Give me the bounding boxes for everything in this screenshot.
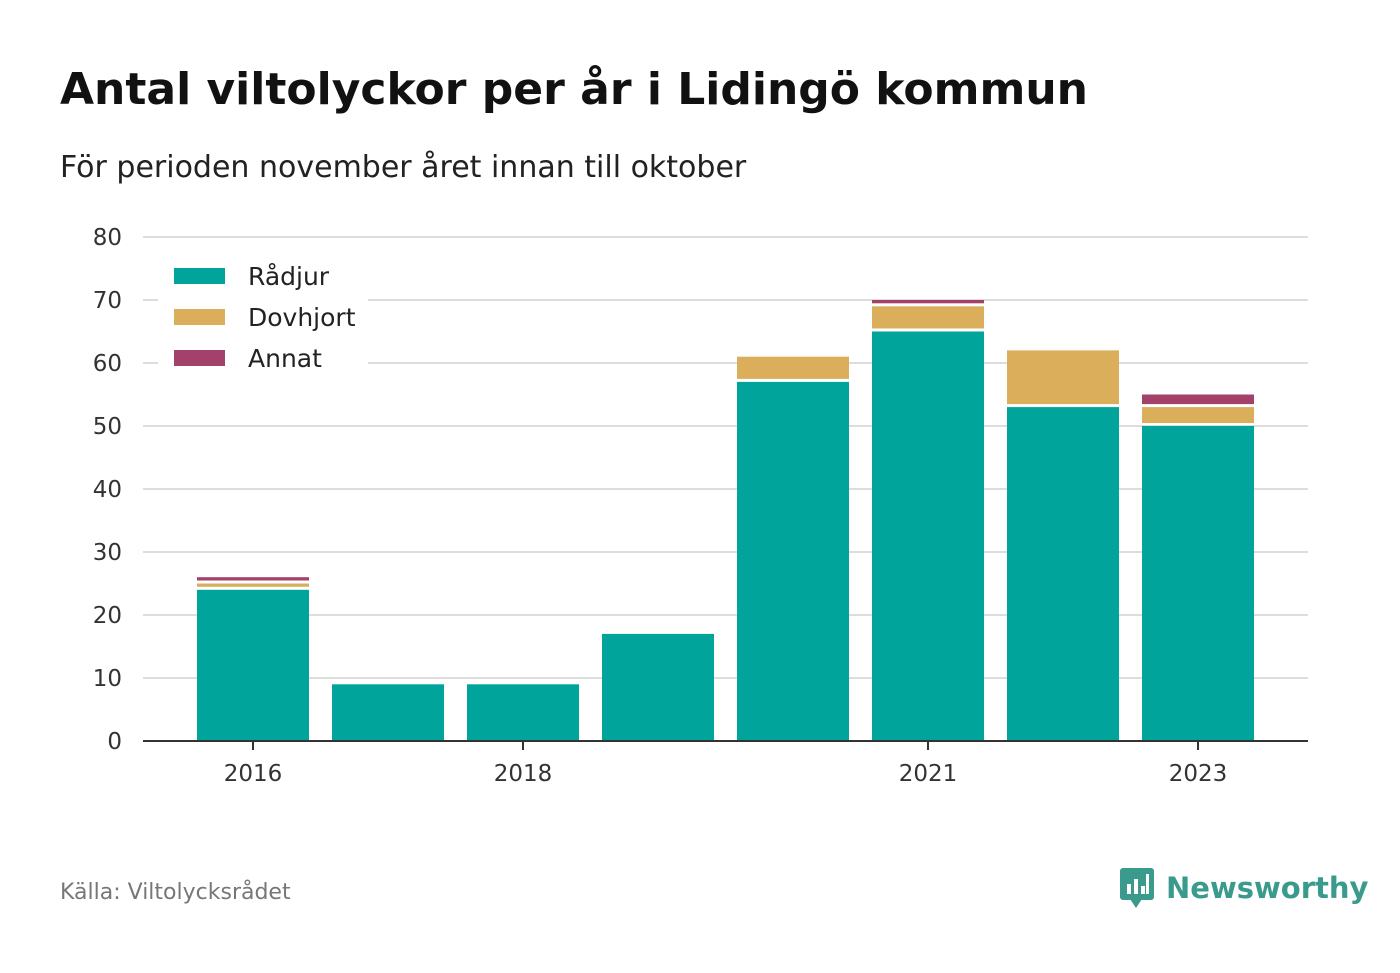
legend-swatch-annat xyxy=(174,350,225,366)
source-note: Källa: Viltolycksrådet xyxy=(60,880,291,905)
chart-title: Antal viltolyckor per år i Lidingö kommu… xyxy=(60,64,1088,115)
x-axis: 2016 2018 2021 2023 xyxy=(143,740,1308,787)
bar-2021-annat xyxy=(872,300,984,304)
bar-2020-dovhjort xyxy=(737,356,849,379)
x-tick-label: 2016 xyxy=(224,761,283,787)
y-tick-label: 10 xyxy=(93,666,122,692)
y-tick-label: 70 xyxy=(93,288,122,314)
bar-2017-rådjur xyxy=(332,684,444,741)
y-tick-label: 30 xyxy=(93,540,122,566)
y-tick-label: 60 xyxy=(93,351,122,377)
bar-2023-rådjur xyxy=(1142,426,1254,741)
legend-swatch-dovhjort xyxy=(174,309,225,325)
newsworthy-icon xyxy=(1120,868,1154,908)
bar-2019-rådjur xyxy=(602,633,714,741)
bar-2020-rådjur xyxy=(737,381,849,741)
bar-2023-dovhjort xyxy=(1142,407,1254,423)
bar-2022-dovhjort xyxy=(1007,350,1119,405)
bar-2016-rådjur xyxy=(197,589,309,741)
x-tick-label: 2018 xyxy=(494,761,553,787)
y-tick-label: 20 xyxy=(93,603,122,629)
legend-label-rådjur: Rådjur xyxy=(248,262,330,291)
y-tick-label: 80 xyxy=(93,225,122,251)
y-tick-label: 40 xyxy=(93,477,122,503)
bar-2022-rådjur xyxy=(1007,407,1119,741)
brand-name: Newsworthy xyxy=(1166,871,1369,905)
bar-2016-dovhjort xyxy=(197,583,309,587)
bar-2021-dovhjort xyxy=(872,306,984,329)
y-axis-ticks: 0 10 20 30 40 50 60 70 80 xyxy=(93,225,122,755)
y-tick-label: 0 xyxy=(107,729,122,755)
legend-label-dovhjort: Dovhjort xyxy=(248,303,356,332)
x-tick-label: 2023 xyxy=(1169,761,1228,787)
bar-2021-rådjur xyxy=(872,331,984,741)
bar-2016-annat xyxy=(197,577,309,581)
bar-2023-annat xyxy=(1142,394,1254,405)
brand-logo: Newsworthy xyxy=(1118,866,1368,910)
legend-label-annat: Annat xyxy=(248,344,322,373)
y-tick-label: 50 xyxy=(93,414,122,440)
stacked-bar-chart: 0 10 20 30 40 50 60 70 80 2016 2018 2021 2023 Rådju… xyxy=(93,225,1308,787)
chart-subtitle: För perioden november året innan till ok… xyxy=(60,150,747,185)
bar-2018-rådjur xyxy=(467,684,579,741)
legend: Rådjur Dovhjort Annat xyxy=(158,255,368,373)
bars xyxy=(197,300,1254,741)
x-tick-label: 2021 xyxy=(899,761,958,787)
legend-swatch-rådjur xyxy=(174,268,225,284)
